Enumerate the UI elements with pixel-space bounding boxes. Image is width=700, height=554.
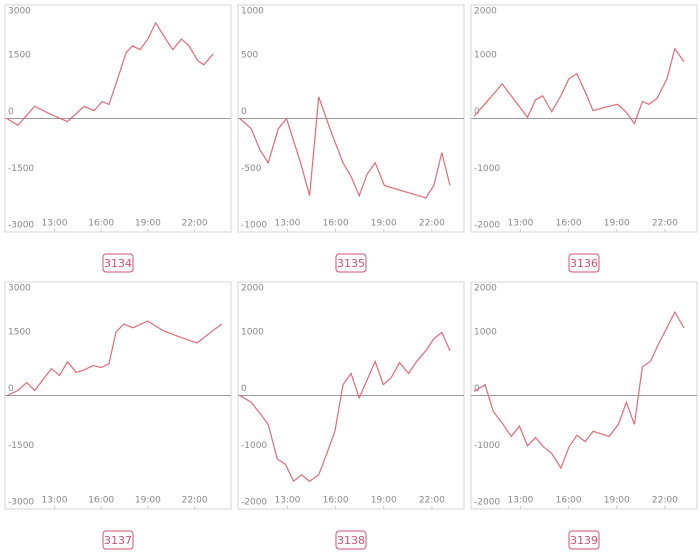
y-tick-label: -2000 [241, 498, 267, 508]
y-tick-label: -2000 [474, 221, 500, 231]
x-tick-label: 19:00 [604, 219, 630, 229]
y-tick-label: 0 [8, 107, 14, 117]
x-tick-label: 16:00 [323, 496, 349, 506]
data-line [473, 47, 685, 125]
y-tick-label: 1000 [474, 50, 497, 60]
x-tick-label: 16:00 [88, 496, 114, 506]
x-tick-label: 16:00 [323, 219, 349, 229]
y-tick-label: -3000 [8, 221, 34, 231]
y-tick-label: 0 [474, 107, 480, 117]
data-line [239, 331, 451, 483]
x-tick-label: 22:00 [419, 219, 445, 229]
x-tick-label: 19:00 [604, 496, 630, 506]
y-tick-label: -1000 [474, 164, 500, 174]
y-tick-label: 2000 [474, 284, 497, 294]
chart-tag-box [102, 530, 134, 550]
y-tick-label: 3000 [8, 284, 31, 294]
chart-tag: 3137 [104, 534, 132, 547]
x-tick-label: 22:00 [652, 496, 678, 506]
x-tick-label: 16:00 [556, 219, 582, 229]
x-tick-label: 22:00 [182, 219, 208, 229]
chart-tag: 3138 [337, 534, 365, 547]
chart-tag-box [568, 530, 600, 550]
x-tick-label: 22:00 [182, 496, 208, 506]
y-tick-label: -500 [241, 164, 262, 174]
y-tick-label: -2000 [474, 498, 500, 508]
y-tick-label: 1000 [241, 7, 264, 17]
y-tick-label: 1500 [8, 327, 31, 337]
y-tick-label: 0 [241, 107, 247, 117]
y-tick-label: -1500 [8, 441, 34, 451]
data-line [6, 21, 214, 127]
y-tick-label: -1000 [241, 221, 267, 231]
x-tick-label: 22:00 [419, 496, 445, 506]
chart-tag-box [568, 253, 600, 273]
chart-tag: 3134 [104, 257, 132, 270]
y-tick-label: 0 [8, 384, 14, 394]
y-tick-label: 1000 [241, 327, 264, 337]
x-tick-label: 13:00 [507, 219, 533, 229]
y-tick-label: -1500 [8, 164, 34, 174]
chart-tag-box [335, 253, 367, 273]
chart-tag: 3139 [570, 534, 598, 547]
x-tick-label: 22:00 [652, 219, 678, 229]
x-tick-label: 16:00 [88, 219, 114, 229]
y-tick-label: -1000 [474, 441, 500, 451]
y-tick-label: 3000 [8, 7, 31, 17]
chart-tag-box [102, 253, 134, 273]
y-tick-label: 2000 [241, 284, 264, 294]
x-tick-label: 19:00 [371, 496, 397, 506]
y-tick-label: 1500 [8, 50, 31, 60]
x-tick-label: 19:00 [135, 496, 161, 506]
y-tick-label: 0 [241, 384, 247, 394]
x-tick-label: 13:00 [507, 496, 533, 506]
x-tick-label: 19:00 [371, 219, 397, 229]
x-tick-label: 19:00 [135, 219, 161, 229]
x-tick-label: 16:00 [556, 496, 582, 506]
chart-tag: 3136 [570, 257, 598, 270]
y-tick-label: 500 [241, 50, 258, 60]
x-tick-label: 13:00 [42, 496, 68, 506]
y-tick-label: -1000 [241, 441, 267, 451]
x-tick-label: 13:00 [274, 219, 300, 229]
data-line [239, 96, 451, 199]
chart-tag-box [335, 530, 367, 550]
x-tick-label: 13:00 [274, 496, 300, 506]
data-line [473, 310, 685, 470]
y-tick-label: 1000 [474, 327, 497, 337]
x-tick-label: 13:00 [42, 219, 68, 229]
y-tick-label: 2000 [474, 7, 497, 17]
data-line [6, 320, 223, 397]
chart-tag: 3135 [337, 257, 365, 270]
y-tick-label: -3000 [8, 498, 34, 508]
